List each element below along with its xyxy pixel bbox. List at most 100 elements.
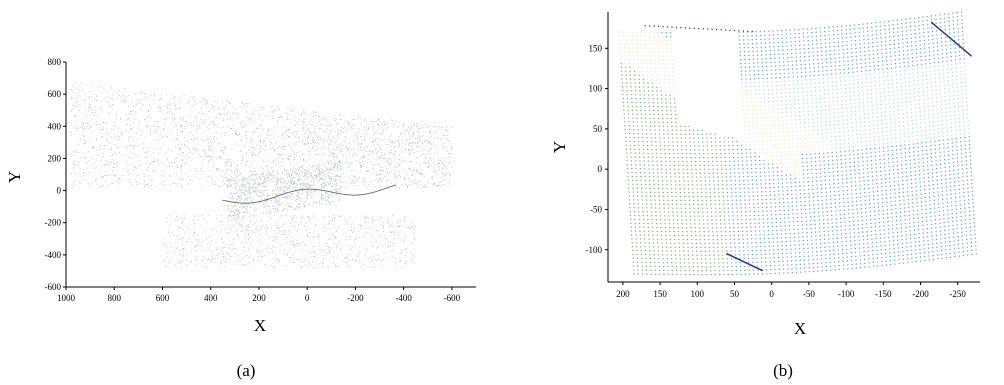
panel-a-point (245, 202, 247, 204)
panel-a-point (128, 144, 130, 146)
panel-a-point (146, 125, 148, 127)
panel-a-point (363, 154, 365, 156)
panel-a-point (304, 258, 306, 260)
panel-a-point (76, 151, 78, 153)
panel-a-point (275, 110, 277, 111)
panel-a-point (405, 248, 407, 250)
panel-a-point (314, 126, 316, 127)
panel-a-point (191, 248, 193, 250)
panel-a-point (245, 123, 247, 125)
panel-a-point (242, 202, 244, 204)
panel-a-point (363, 233, 365, 235)
panel-a-point (294, 251, 296, 253)
panel-a-point (299, 199, 302, 202)
panel-a-point (287, 252, 288, 254)
panel-b-point (748, 261, 750, 264)
panel-a-point (305, 143, 307, 145)
panel-a-point (288, 172, 291, 175)
panel-a-point (185, 161, 187, 163)
panel-a-point (108, 173, 109, 175)
panel-a-point (307, 142, 309, 144)
panel-b-point (902, 250, 904, 253)
panel-a-point (182, 220, 184, 222)
panel-a-point (72, 155, 74, 157)
panel-a-point (281, 136, 283, 138)
panel-a-point (227, 178, 229, 180)
panel-b-point (697, 266, 699, 268)
panel-a-point (413, 255, 415, 257)
panel-a-point (304, 171, 306, 174)
panel-a-point (360, 148, 362, 150)
panel-a-point (327, 161, 330, 164)
panel-a-point (224, 165, 226, 167)
panel-a-point (359, 194, 361, 196)
panel-a-point (200, 168, 202, 170)
panel-a-point (176, 173, 178, 175)
panel-a-point (237, 197, 240, 199)
panel-a-point (411, 257, 413, 259)
panel-a-point (124, 146, 126, 148)
panel-a-point (314, 148, 316, 150)
panel-b-point (879, 229, 881, 232)
panel-a-point (390, 163, 392, 164)
panel-a-point (296, 245, 298, 247)
panel-a-point (310, 124, 312, 126)
panel-a-point (251, 197, 254, 199)
panel-a-point (222, 247, 224, 249)
panel-a-point (130, 111, 132, 113)
panel-a-point (403, 169, 405, 170)
panel-a-point (308, 129, 310, 131)
panel-a-point (183, 94, 185, 96)
panel-a-point (296, 141, 298, 143)
panel-a-point (147, 97, 149, 99)
panel-b-point (750, 238, 753, 240)
panel-b-point (743, 257, 746, 260)
panel-b-point (919, 252, 921, 254)
panel-a-point (408, 152, 410, 154)
panel-b-point (863, 258, 866, 261)
panel-a-point (244, 103, 246, 105)
panel-b-point (910, 249, 913, 252)
panel-a-point (280, 190, 282, 192)
panel-a-point (118, 179, 120, 180)
panel-a-point (405, 128, 407, 130)
panel-a-point (336, 189, 339, 191)
panel-a-point (268, 130, 270, 132)
panel-a-point (334, 180, 336, 182)
panel-b-point (751, 246, 753, 248)
panel-a-point (369, 151, 370, 152)
panel-b-point (744, 273, 746, 275)
panel-b-point (657, 242, 659, 244)
panel-a-point (176, 218, 178, 220)
panel-a-point (88, 110, 90, 112)
panel-a-point (111, 98, 113, 100)
panel-a-points (70, 82, 453, 269)
panel-a-point (275, 237, 277, 239)
panel-a-point (294, 120, 296, 121)
panel-a-point (313, 214, 315, 216)
panel-a-point (250, 187, 253, 189)
panel-a-point (119, 178, 120, 180)
panel-a-point (290, 109, 292, 111)
panel-a-point (317, 234, 319, 236)
panel-a-point (328, 182, 330, 185)
panel-a-point (307, 179, 310, 182)
panel-a-point (353, 228, 355, 230)
panel-a-point (198, 243, 200, 245)
panel-b-point (790, 248, 792, 250)
panel-a-point (387, 222, 389, 224)
panel-a-point (366, 216, 368, 218)
panel-a-point (396, 265, 398, 267)
panel-a-point (250, 236, 252, 238)
panel-a-point (96, 95, 97, 97)
panel-b-point (956, 224, 958, 226)
panel-a-point (351, 248, 353, 250)
panel-a-point (124, 99, 126, 101)
panel-b-point (927, 239, 929, 242)
panel-b-point (721, 238, 723, 241)
panel-a-point (189, 156, 190, 158)
panel-a-point (116, 113, 118, 115)
panel-a-point (111, 149, 113, 151)
panel-a-point (208, 146, 210, 148)
panel-a-point (101, 164, 103, 166)
